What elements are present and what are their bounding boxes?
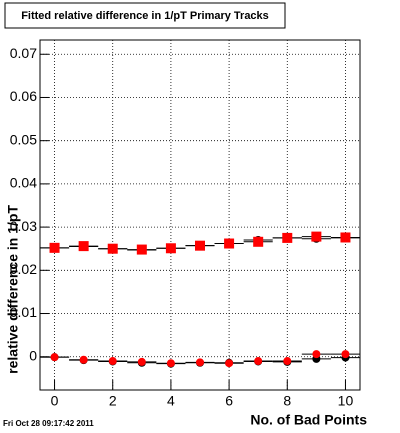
y-axis-label: relative difference in 1/pT	[5, 205, 21, 374]
point	[224, 238, 235, 249]
point	[136, 244, 147, 255]
point	[311, 231, 322, 242]
point	[225, 359, 234, 368]
point	[341, 350, 350, 359]
y-tick-label: 0.01	[10, 304, 37, 320]
y-tick-label: 0.05	[10, 131, 37, 147]
point	[165, 243, 176, 254]
y-tick-label: 0.06	[10, 88, 37, 104]
y-tick-label: 0.03	[10, 218, 37, 234]
title-box	[4, 2, 286, 29]
point	[78, 241, 89, 252]
x-tick-label: 4	[167, 393, 175, 409]
point	[196, 358, 204, 367]
point	[107, 243, 118, 254]
point	[253, 236, 264, 247]
point	[79, 355, 88, 364]
point	[254, 357, 263, 366]
point	[137, 357, 146, 366]
y-tick-label: 0.07	[10, 45, 37, 61]
x-tick-label: 0	[51, 393, 59, 409]
point	[312, 350, 321, 359]
point	[49, 242, 60, 253]
point	[283, 357, 292, 366]
point	[50, 353, 59, 362]
point	[108, 357, 117, 366]
y-tick-label: 0.02	[10, 261, 37, 277]
y-tick-label: 0	[29, 347, 37, 363]
timestamp: Fri Oct 28 09:17:42 2011	[3, 419, 94, 428]
point	[195, 240, 205, 251]
point	[282, 232, 293, 243]
frame	[39, 39, 361, 391]
y-tick-label: 0.04	[10, 175, 37, 191]
point	[340, 232, 351, 243]
x-tick-label: 2	[109, 393, 117, 409]
chart-title: Fitted relative difference in 1/pT Prima…	[21, 10, 269, 22]
x-tick-label: 10	[338, 393, 354, 409]
x-tick-label: 6	[225, 393, 233, 409]
x-tick-label: 8	[283, 393, 291, 409]
x-axis-label: No. of Bad Points	[250, 412, 367, 428]
point	[166, 359, 175, 368]
